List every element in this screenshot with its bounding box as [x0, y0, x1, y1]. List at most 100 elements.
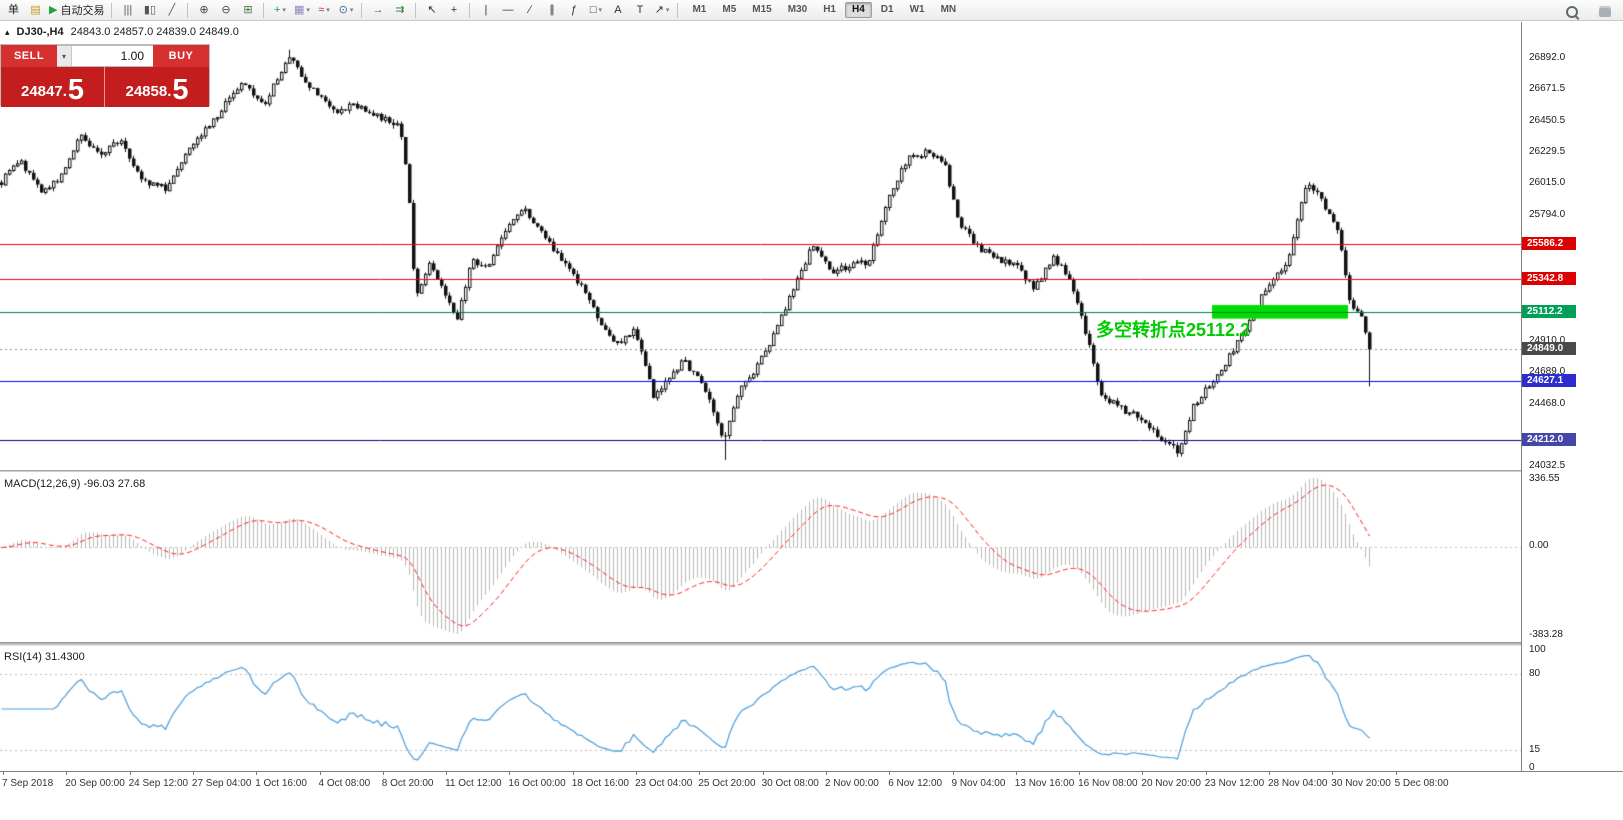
cursor-button[interactable]: ↖: [421, 2, 442, 19]
horizontal-line-icon: —: [502, 3, 514, 16]
time-tick: [1205, 772, 1207, 775]
turning-point-annotation[interactable]: 多空转折点25112.2: [1096, 320, 1251, 340]
macd-pane-canvas[interactable]: [0, 472, 1521, 642]
volume-value[interactable]: 1.00: [120, 49, 144, 63]
text-icon: A: [614, 3, 622, 16]
bars-chart-icon: |||: [123, 3, 133, 16]
chevron-down-icon: ▾: [326, 7, 330, 14]
profiles-button[interactable]: ▦ ▾: [291, 2, 312, 19]
timeframe-button-h1[interactable]: H1: [823, 4, 836, 15]
pane-separator-macd[interactable]: [0, 470, 1623, 472]
chart-windows-button[interactable]: ▤: [25, 2, 46, 19]
auto-scroll-icon: →: [372, 3, 384, 16]
bars-chart-button[interactable]: |||: [117, 2, 138, 19]
timeframe-button-d1[interactable]: D1: [880, 4, 894, 15]
rsi-axis-label: 80: [1529, 667, 1541, 679]
trendline-icon: ∕: [529, 3, 531, 16]
trade-panel-prices-row: 24847. 5 24858. 5: [1, 67, 209, 107]
timeframe-button-mn[interactable]: MN: [940, 4, 957, 15]
timeframe-button-h4[interactable]: H4: [844, 2, 872, 18]
time-axis-label: 8 Oct 20:00: [381, 778, 434, 789]
text-button[interactable]: A: [607, 2, 628, 19]
zoom-out-icon: ⊖: [221, 3, 231, 16]
time-axis[interactable]: 7 Sep 2018 20 Sep 00:00 24 Sep 12:00 27 Sep…: [0, 772, 1623, 820]
volume-field[interactable]: ▾ 1.00: [57, 45, 153, 67]
horizontal-line-button[interactable]: —: [497, 2, 518, 19]
time-tick: [1395, 772, 1397, 775]
time-axis-label: 16 Oct 00:00: [508, 778, 566, 789]
tile-windows-button[interactable]: ⊞: [237, 2, 258, 19]
time-tick: [1269, 772, 1270, 775]
line-chart-icon: ╱: [168, 3, 176, 16]
fibonacci-button[interactable]: ƒ: [563, 2, 584, 19]
indicators-button[interactable]: ≈ ▾: [313, 2, 334, 19]
shapes-button[interactable]: □ ▾: [585, 2, 606, 19]
timeframe-button-m5[interactable]: M5: [722, 4, 737, 15]
timeframe-button-m15[interactable]: M15: [752, 4, 772, 15]
periods-button[interactable]: ⊙ ▾: [335, 2, 356, 19]
buy-price[interactable]: 24858. 5: [105, 67, 209, 107]
toolbar-separator: [187, 2, 189, 18]
vertical-line-button[interactable]: |: [475, 2, 496, 19]
pan-button[interactable]: [1594, 3, 1615, 20]
volume-spinner-icon[interactable]: ▾: [57, 46, 72, 66]
new-chart-button[interactable]: + ▾: [269, 2, 290, 19]
arrows-icon: ↗: [654, 3, 664, 16]
buy-button[interactable]: BUY: [153, 45, 209, 67]
auto-scroll-button[interactable]: →: [367, 2, 388, 19]
rsi-pane-canvas[interactable]: [0, 646, 1521, 770]
price-axis-label: 25794.0: [1529, 208, 1566, 220]
zoom-in-button[interactable]: ⊕: [193, 2, 214, 19]
new-order-button[interactable]: 单: [3, 2, 24, 19]
vertical-line-icon: |: [484, 3, 488, 16]
timeframe-button-m1[interactable]: M1: [692, 4, 707, 15]
chevron-down-icon: ▾: [598, 7, 603, 14]
sell-button[interactable]: SELL: [1, 45, 57, 67]
time-tick: [66, 772, 68, 775]
search-button[interactable]: [1561, 3, 1582, 20]
candles-chart-button[interactable]: ▮▯: [139, 2, 160, 19]
time-axis-label: 27 Sep 04:00: [191, 778, 252, 789]
line-chart-button[interactable]: ╱: [161, 2, 182, 19]
crosshair-icon: +: [450, 3, 458, 16]
time-tick: [3, 772, 4, 775]
price-axis-label: 26229.5: [1529, 146, 1566, 158]
time-tick: [952, 772, 954, 775]
price-tag: 24627.1: [1522, 374, 1576, 388]
macd-axis-label: -383.28: [1529, 629, 1563, 640]
autotrading-button[interactable]: ▶ 自动交易: [47, 2, 106, 19]
trade-panel-collapse-icon[interactable]: ▴: [5, 26, 10, 37]
main-price-canvas[interactable]: [0, 22, 1521, 470]
time-tick: [825, 772, 827, 775]
text-label-button[interactable]: T: [629, 2, 650, 19]
sell-price[interactable]: 24847. 5: [1, 67, 105, 107]
arrows-button[interactable]: ↗ ▾: [651, 2, 672, 19]
pane-separator-rsi[interactable]: [0, 642, 1623, 646]
price-axis-label: 26892.0: [1529, 51, 1566, 63]
trendline-button[interactable]: ∕: [519, 2, 540, 19]
zoom-out-button[interactable]: ⊖: [215, 2, 236, 19]
time-tick: [446, 772, 448, 775]
channel-icon: ∥: [549, 3, 555, 16]
cursor-icon: ↖: [427, 3, 437, 16]
time-axis-label: 5 Dec 08:00: [1394, 778, 1449, 789]
trade-panel-buttons-row: SELL ▾ 1.00 BUY: [1, 45, 209, 67]
timeframe-button-m30[interactable]: M30: [787, 4, 808, 15]
buy-price-main: 24858.: [125, 83, 172, 100]
chevron-down-icon: ▾: [665, 7, 670, 14]
rsi-axis-label: 0: [1529, 762, 1535, 773]
time-axis-label: 28 Nov 04:00: [1268, 778, 1328, 789]
price-axis[interactable]: 26892.0 26671.5 26450.5 26229.5 26015.0 25794…: [1521, 22, 1623, 773]
toolbar-separator: [677, 2, 679, 18]
timeframe-button-w1[interactable]: W1: [909, 4, 925, 15]
symbol-ohlc-header: ▴ DJ30-,H4 24843.0 24857.0 24839.0 24849…: [5, 26, 239, 38]
time-axis-separator: [0, 771, 1623, 772]
time-axis-label: 6 Nov 12:00: [888, 778, 943, 789]
chart-shift-button[interactable]: ⇉: [389, 2, 410, 19]
indicators-icon: ≈: [318, 3, 325, 16]
toolbar-separator: [469, 2, 471, 18]
crosshair-button[interactable]: +: [443, 2, 464, 19]
channel-button[interactable]: ∥: [541, 2, 562, 19]
time-tick: [1332, 772, 1334, 775]
